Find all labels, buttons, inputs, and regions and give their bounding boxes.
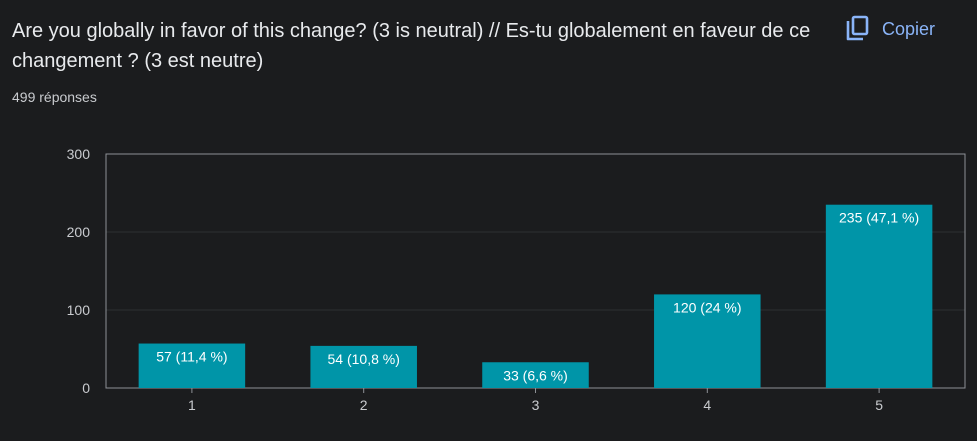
- bar: [138, 343, 246, 388]
- copy-icon: [846, 15, 869, 41]
- data-label: 120 (24 %): [673, 299, 741, 315]
- x-tick-label: 2: [360, 397, 368, 413]
- copy-button[interactable]: Copier: [838, 10, 958, 48]
- bar: [654, 294, 761, 388]
- response-count: 499 réponses: [12, 89, 97, 105]
- bar: [825, 204, 933, 388]
- x-tick-label: 4: [703, 397, 711, 413]
- copy-button-label: Copier: [882, 18, 936, 39]
- question-title: Are you globally in favor of this change…: [12, 20, 811, 72]
- x-tick-label: 3: [532, 397, 540, 413]
- y-tick-label: 300: [67, 146, 91, 162]
- bar: [310, 345, 417, 388]
- y-tick-label: 100: [67, 302, 91, 318]
- bar-chart: 0 100 200 300 57 (11,4 %) 1 54 (10,8 %) 2 33 (6,…: [67, 146, 966, 413]
- y-tick-label: 200: [67, 224, 91, 240]
- x-tick-label: 5: [875, 397, 883, 413]
- y-tick-label: 0: [82, 380, 90, 396]
- data-label: 57 (11,4 %): [156, 349, 227, 365]
- data-label: 54 (10,8 %): [328, 351, 400, 367]
- bar: [482, 362, 589, 388]
- data-label: 235 (47,1 %): [839, 210, 919, 226]
- data-label: 33 (6,6 %): [503, 367, 568, 383]
- x-tick-label: 1: [188, 397, 196, 413]
